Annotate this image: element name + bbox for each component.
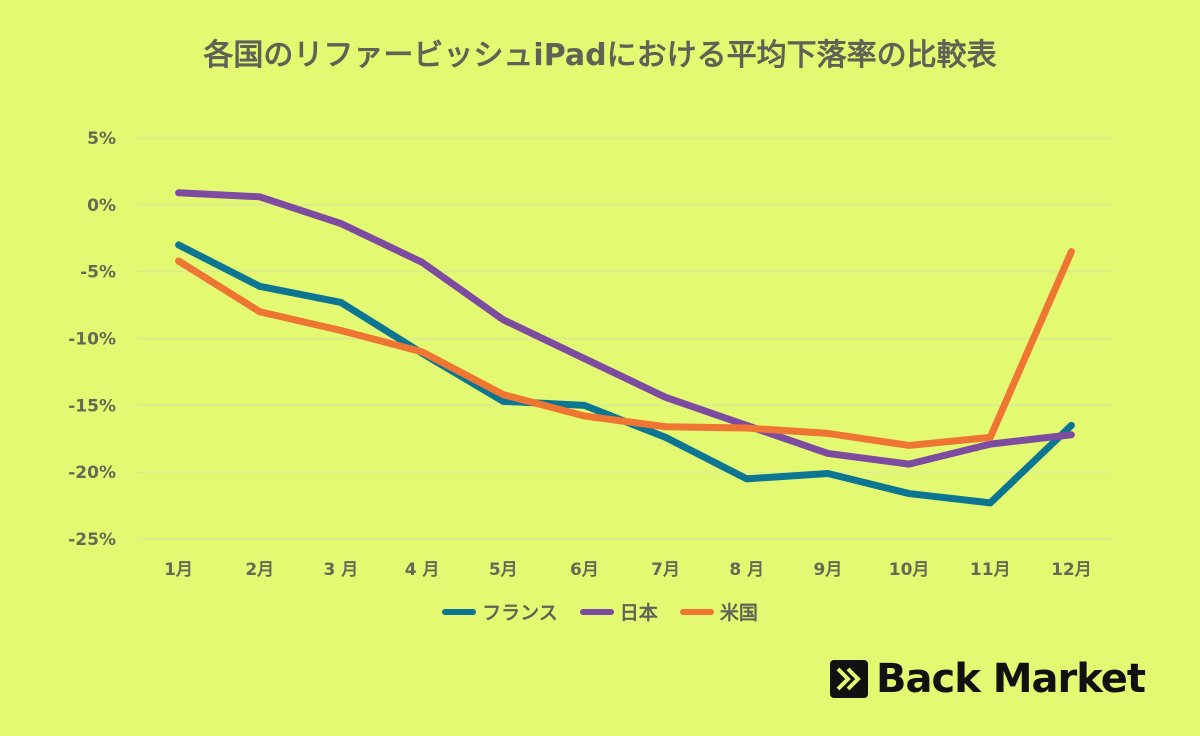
legend-swatch [679,608,714,615]
legend-swatch [579,608,614,615]
legend-label: 米国 [719,602,758,624]
y-tick-label: -25% [68,530,116,550]
legend-item: フランス [442,598,558,625]
x-tick-label: 6月 [570,560,599,580]
y-tick-label: 5% [87,129,116,149]
series-line-2 [175,248,1075,449]
chart-title: 各国のリファービッシュiPadにおける平均下落率の比較表 [203,38,997,73]
y-tick-label: -20% [68,463,116,483]
back-market-logo: Back Market [830,656,1146,702]
legend: フランス 日本 米国 [0,598,1200,625]
x-tick-label: 4 月 [405,560,440,580]
x-tick-label: 5月 [489,560,518,580]
x-tick-label: 8 月 [729,560,764,580]
legend-swatch [442,608,477,615]
y-tick-label: -10% [68,330,116,350]
x-tick-label: 7月 [651,560,680,580]
back-market-logo-icon [830,660,868,698]
y-tick-label: 0% [87,196,116,216]
logo-text: Back Market [876,656,1146,702]
x-tick-label: 9月 [813,560,842,580]
x-tick-label: 3 月 [324,560,359,580]
y-tick-label: -15% [68,396,116,416]
x-tick-label: 1月 [164,560,193,580]
legend-item: 米国 [679,598,758,625]
series-line-0 [175,241,1075,507]
y-tick-label: -5% [80,263,116,283]
x-tick-label: 10月 [889,560,930,580]
legend-item: 日本 [579,598,658,625]
legend-label: 日本 [619,602,658,624]
legend-label: フランス [482,602,558,624]
series-line-1 [175,189,1075,468]
x-tick-label: 2月 [245,560,274,580]
x-tick-label: 12月 [1051,560,1092,580]
x-tick-label: 11月 [970,560,1011,580]
